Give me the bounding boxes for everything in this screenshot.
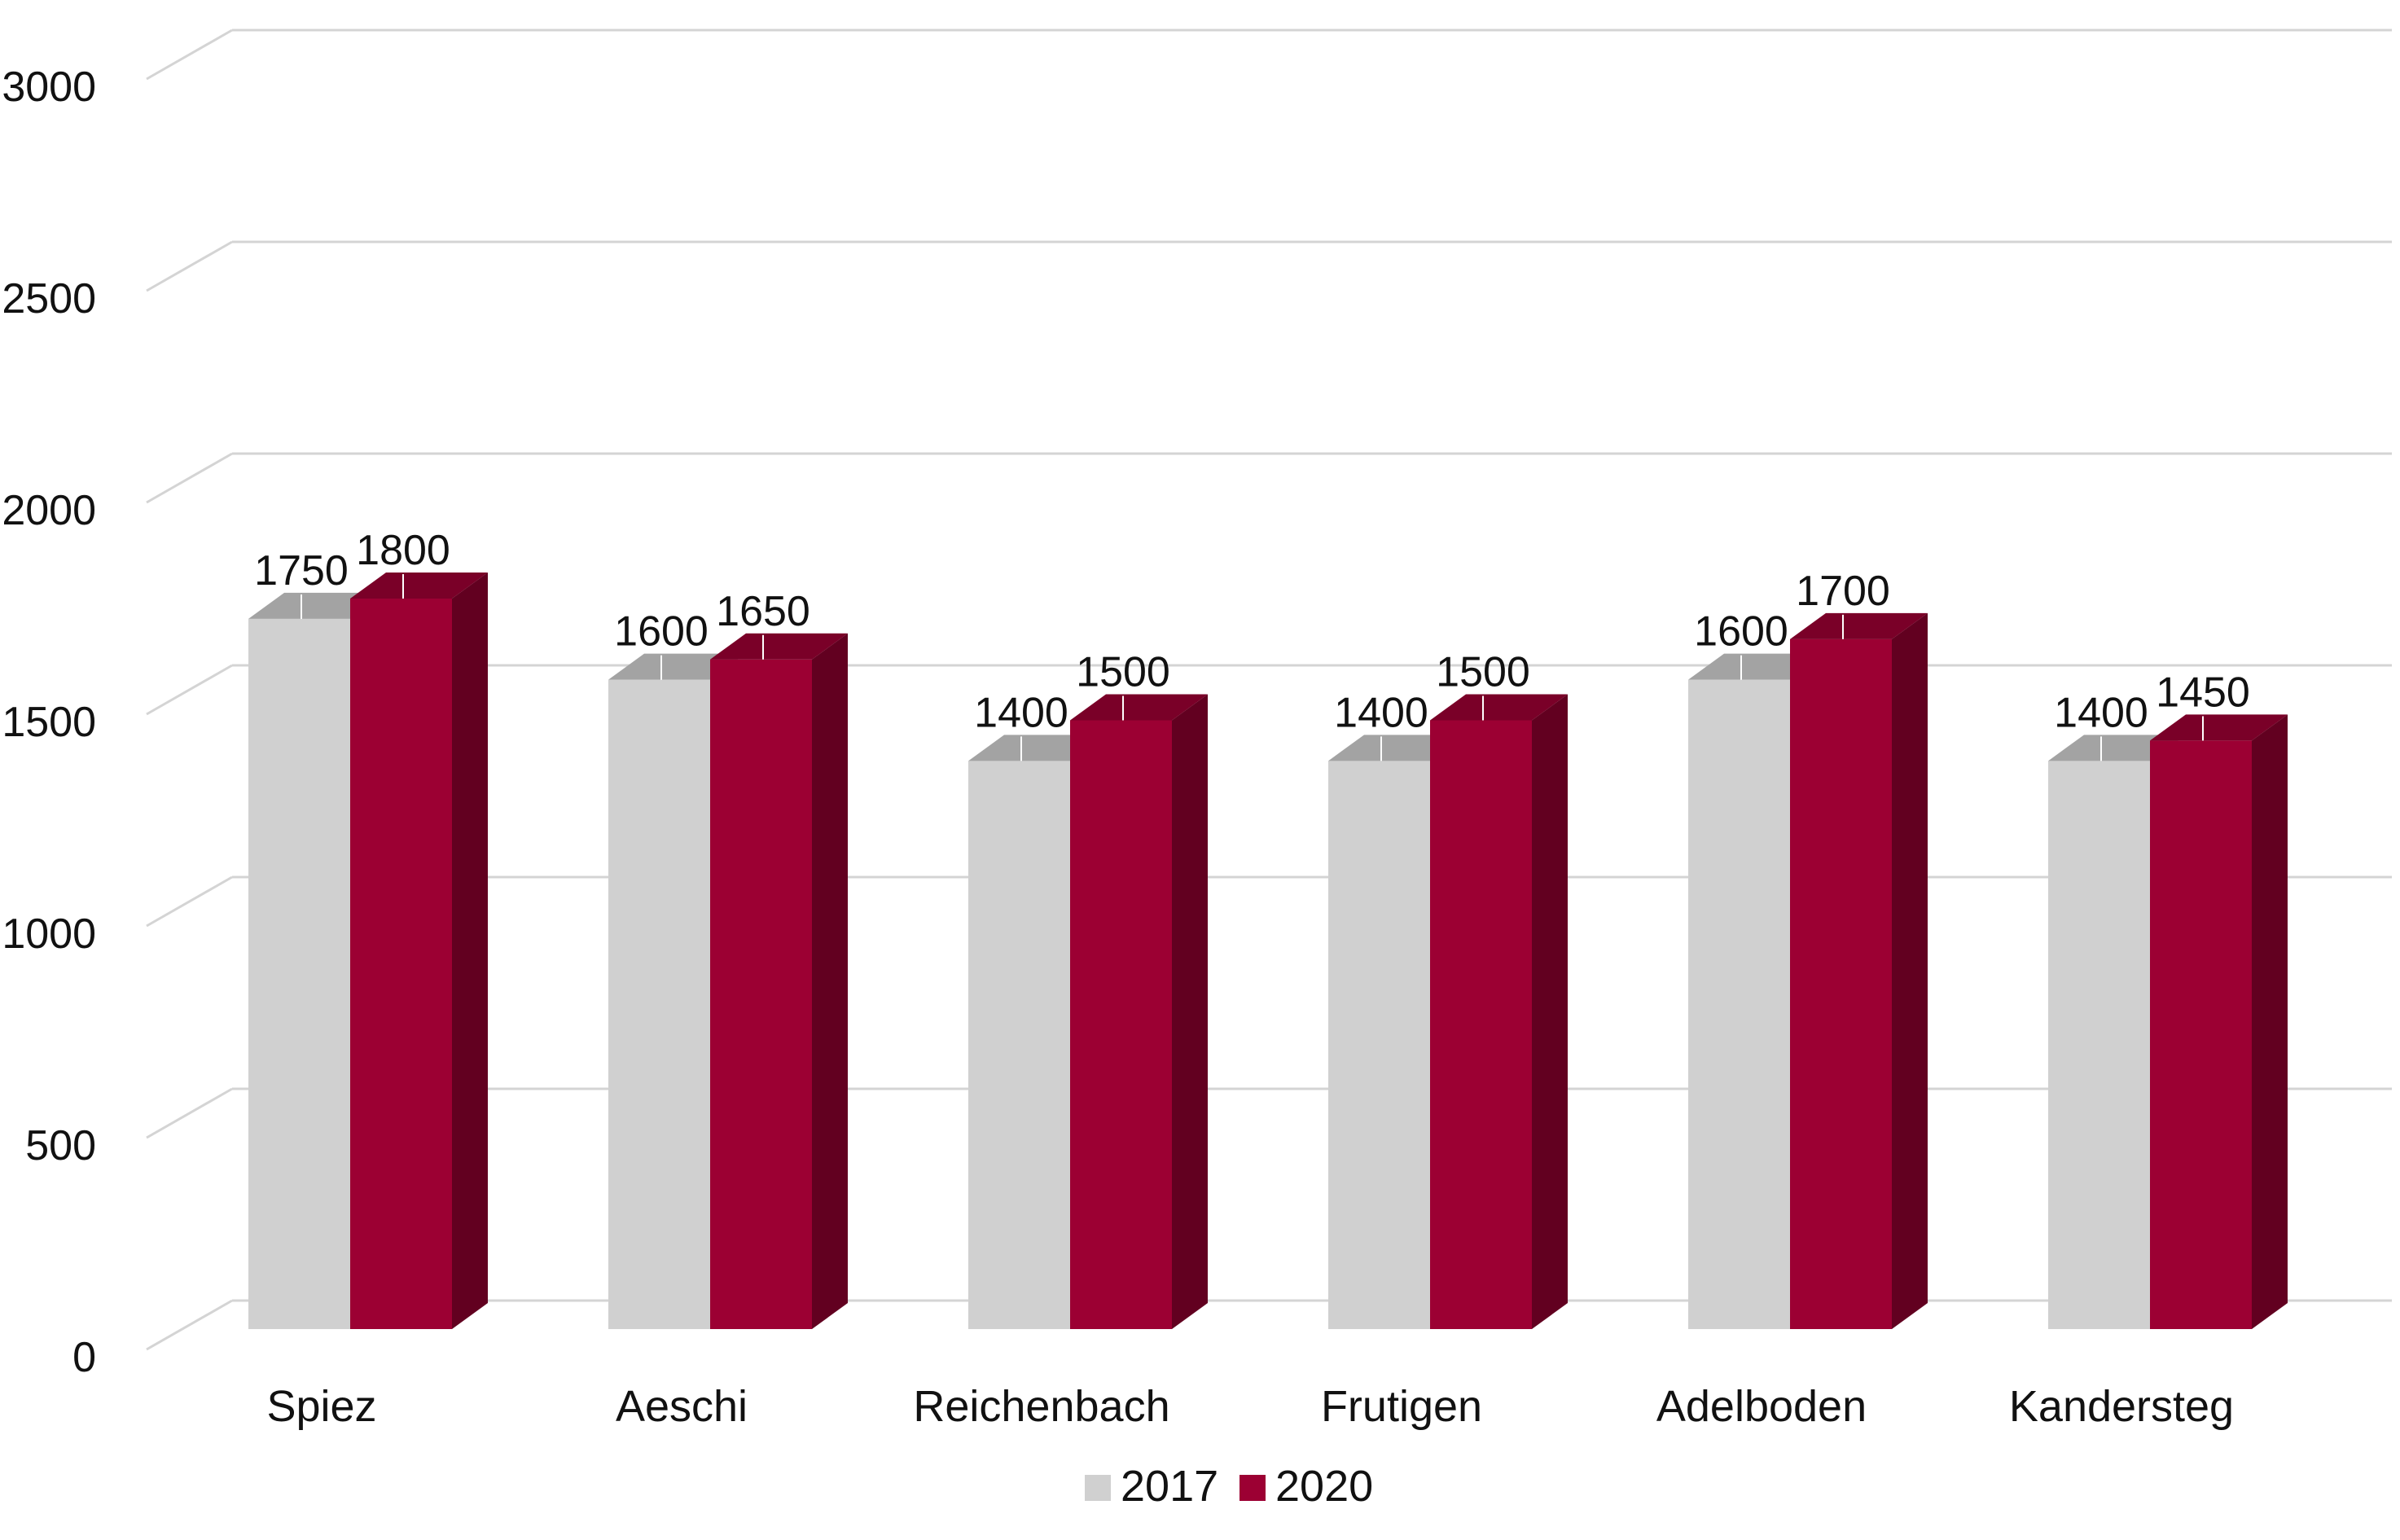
data-label: 1700 [1796,568,1890,615]
y-tick-label: 2000 [2,487,96,534]
bar-2020-spiez [350,573,488,1329]
y-tick-label: 500 [25,1122,96,1169]
data-label: 1750 [254,547,349,595]
x-tick-label: Adelboden [1656,1382,1867,1431]
x-axis: Spiez Aeschi Reichenbach Frutigen Adelboden K… [266,1382,2234,1431]
data-label: 1400 [1334,689,1428,736]
gridlines [146,29,2392,1351]
bar-side [1172,694,1208,1329]
y-tick-label: 0 [72,1334,96,1381]
data-label: 1600 [614,608,709,656]
bar-front [2150,740,2252,1329]
legend-swatch [1239,1475,1266,1501]
bar-front [1790,638,1892,1329]
bar-2020-frutigen [1430,694,1568,1329]
gridline-wall [146,1087,233,1139]
legend-label: 2017 [1121,1462,1218,1511]
data-label: 1800 [356,527,450,574]
data-label: 1500 [1076,649,1170,696]
bar-2017-spiez [248,592,386,1329]
bar-side [812,633,848,1329]
y-tick-label: 1500 [2,699,96,746]
x-tick-label: Aeschi [616,1382,748,1431]
bar-2020-adelboden [1790,612,1928,1329]
bar-front [1070,720,1172,1329]
bar-2020-kandersteg [2150,714,2288,1329]
bar-2020-reichenbach [1070,694,1208,1329]
gridline-wall [146,664,233,716]
legend-label: 2020 [1275,1462,1373,1511]
bar-top [710,633,848,660]
bar-top [1070,694,1208,721]
gridline-wall [146,29,233,81]
gridline-wall [146,1299,233,1351]
data-label: 1600 [1694,608,1788,656]
bar-side [1892,612,1928,1329]
bars [248,573,2288,1329]
x-tick-label: Frutigen [1321,1382,1482,1431]
bar-top [350,573,488,599]
data-label: 1400 [2054,689,2148,736]
y-tick-label: 3000 [2,64,96,111]
gridline-wall [146,875,233,928]
bar-front [1688,679,1790,1329]
bar-top [2150,714,2288,741]
y-tick-label: 2500 [2,275,96,322]
data-label: 1400 [974,689,1068,736]
bar-front [1328,761,1430,1329]
bar-front [968,761,1070,1329]
bar-front [2048,761,2150,1329]
bar-front [710,659,812,1329]
bar-top [1790,612,1928,639]
bar-front [608,679,710,1329]
gridline-wall [146,240,233,292]
bar-2017-frutigen [1328,735,1466,1329]
legend-swatch [1085,1475,1111,1501]
bar-side [452,573,488,1329]
data-label: 1450 [2156,669,2250,716]
bar-side [2252,714,2288,1329]
y-tick-label: 1000 [2,910,96,958]
bar-2017-adelboden [1688,653,1826,1329]
data-label: 1650 [716,588,810,635]
x-tick-label: Kandersteg [2009,1382,2234,1431]
bar-2020-aeschi [710,633,848,1329]
bar-front [1430,720,1532,1329]
legend: 2017 2020 [1085,1462,1373,1511]
bar-side [1532,694,1568,1329]
bar-front [350,599,452,1329]
x-tick-label: Reichenbach [913,1382,1169,1431]
x-tick-label: Spiez [266,1382,376,1431]
bar-top [1430,694,1568,721]
data-label: 1500 [1436,649,1530,696]
y-axis: 0 500 1000 1500 2000 2500 3000 [2,64,96,1381]
gridline-wall [146,452,233,504]
bar-front [248,618,350,1329]
